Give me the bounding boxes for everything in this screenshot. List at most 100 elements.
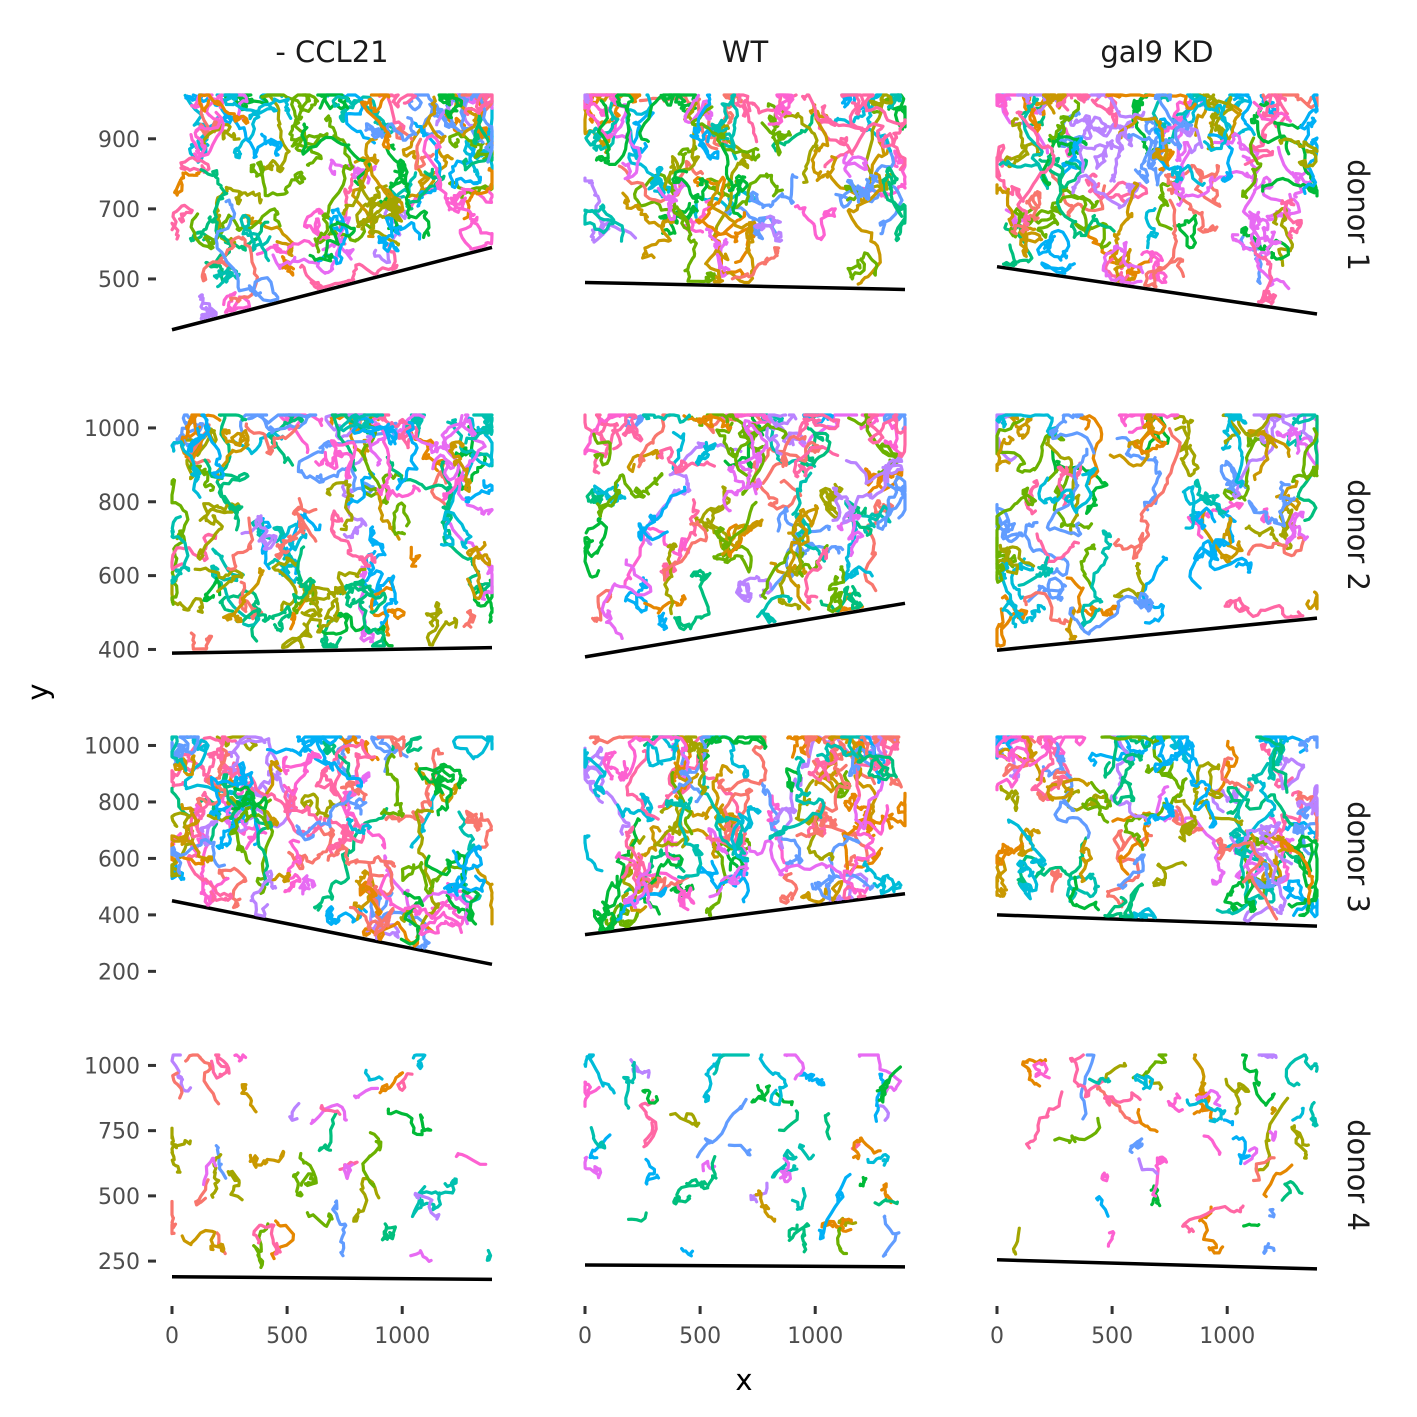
cell-track (1254, 1096, 1290, 1172)
cell-track (1268, 1207, 1276, 1219)
cell-track (803, 547, 829, 604)
cell-track (342, 1163, 354, 1181)
cell-track (287, 823, 336, 871)
cell-track (671, 169, 709, 204)
y-axis-title: y (21, 683, 55, 700)
cell-track (1244, 507, 1297, 551)
cell-track (730, 172, 784, 210)
cell-track (298, 874, 317, 896)
cell-track (1143, 797, 1175, 826)
cell-track (1149, 1184, 1162, 1208)
cell-track (1090, 93, 1121, 128)
cell-track (694, 440, 717, 466)
cell-track (602, 750, 629, 782)
cell-track (664, 796, 704, 880)
cell-track (592, 874, 620, 932)
cell-track (583, 176, 638, 244)
cell-track (228, 805, 270, 865)
cell-track (1223, 596, 1305, 619)
cell-track (462, 113, 494, 172)
cell-track (1198, 1205, 1225, 1255)
cell-track (756, 594, 793, 624)
cell-track (415, 1177, 458, 1199)
cell-track (767, 93, 795, 126)
cell-track (214, 198, 280, 303)
cell-track (876, 475, 907, 531)
cell-track (873, 1072, 885, 1123)
cell-track (1133, 414, 1168, 456)
cell-track (1152, 860, 1188, 888)
cell-track (807, 749, 839, 782)
cell-track (188, 215, 270, 252)
cell-track (1166, 1092, 1184, 1113)
cell-track (1159, 741, 1218, 829)
cell-track (797, 1071, 826, 1087)
cell-track (1247, 429, 1291, 482)
cell-track (252, 1223, 282, 1256)
cell-track (1220, 756, 1255, 792)
facet-grid: - CCL21 WT gal9 KD donor 1 donor 2 donor 3 don… (84, 35, 1375, 1349)
cell-track (194, 1178, 210, 1207)
cell-track (1088, 1076, 1112, 1085)
cell-track (841, 820, 884, 875)
cell-track (1036, 769, 1067, 802)
cell-track (1050, 868, 1063, 893)
cell-track (704, 249, 730, 284)
cell-track (866, 1153, 890, 1167)
cell-track (756, 1083, 767, 1102)
cell-track (170, 440, 202, 499)
y-tick-label: 1000 (84, 1054, 140, 1079)
cell-track (596, 472, 664, 518)
cell-track (1071, 173, 1142, 210)
cell-track (1015, 110, 1056, 227)
cell-track (623, 526, 691, 586)
cell-track (787, 1222, 811, 1254)
cell-track (1279, 840, 1315, 905)
boundary-line (996, 264, 1318, 316)
cell-track (768, 755, 826, 841)
cell-track (999, 785, 1020, 813)
cell-track (673, 568, 712, 632)
cell-track (1226, 786, 1306, 845)
cell-track (180, 1228, 226, 1253)
cell-track (584, 93, 620, 152)
cell-track (1045, 447, 1089, 538)
cell-track (1079, 1053, 1096, 1121)
cell-track (647, 165, 666, 199)
cell-track (995, 183, 1015, 227)
cell-track (200, 123, 241, 149)
cell-track (298, 1151, 318, 1188)
cell-track (661, 520, 709, 582)
cell-track (856, 745, 898, 782)
cell-track (1240, 225, 1290, 261)
cell-track (474, 865, 494, 926)
cell-track (1078, 839, 1093, 884)
cell-track (463, 93, 494, 116)
cell-track (223, 804, 249, 829)
cell-track (881, 1214, 901, 1258)
cell-track (717, 735, 768, 793)
cell-track (727, 1143, 752, 1157)
cell-track (239, 214, 272, 263)
cell-track (1217, 780, 1277, 851)
x-tick-label: 500 (1091, 1324, 1133, 1349)
cell-track (1224, 1077, 1251, 1116)
cell-track (1103, 1091, 1142, 1107)
cell-track (583, 516, 609, 579)
cell-track (352, 869, 378, 921)
facet-panel (170, 1053, 493, 1282)
row-strip-label: donor 3 (1341, 801, 1375, 913)
y-tick-label: 600 (98, 565, 140, 590)
cell-track (193, 566, 245, 593)
cell-track (180, 413, 222, 464)
cell-track (392, 501, 411, 536)
x-tick-label: 0 (990, 1324, 1004, 1349)
cell-track (1185, 1098, 1227, 1124)
cell-track (722, 464, 746, 513)
cell-track (753, 214, 784, 243)
cell-track (1231, 1135, 1251, 1166)
cell-track (796, 413, 841, 438)
cell-track (1037, 466, 1098, 515)
cell-track (1047, 131, 1088, 156)
cell-track (641, 1088, 660, 1105)
